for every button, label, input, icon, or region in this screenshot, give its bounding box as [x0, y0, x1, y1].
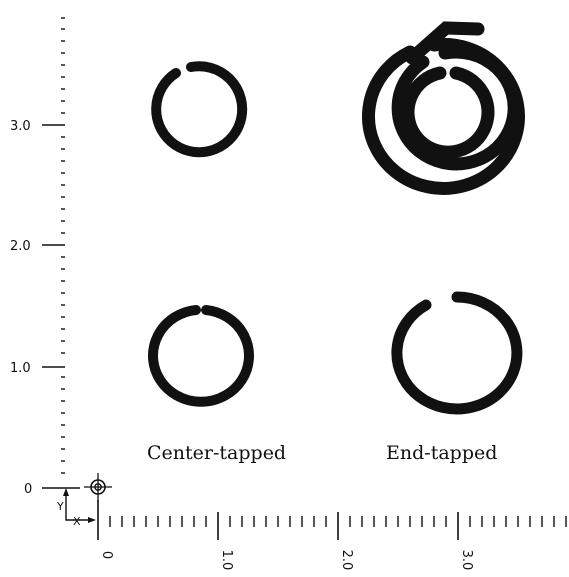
x-tick-label-1: 1.0 — [219, 550, 234, 571]
single-turn-ring-top-left — [151, 61, 248, 158]
y-tick-label-0: 0 — [24, 482, 32, 497]
end-tapped-ring — [391, 291, 523, 415]
x-axis: 0 1.0 2.0 3.0 — [97, 500, 567, 571]
y-tick-label-2: 2.0 — [10, 239, 31, 254]
center-tapped-ring — [148, 305, 254, 407]
y-axis-indicator-label: Y — [56, 500, 64, 513]
y-tick-label-3: 3.0 — [10, 119, 31, 134]
axis-direction-indicator: Y X — [56, 488, 96, 528]
caption-center-tapped: Center-tapped — [147, 442, 286, 464]
x-tick-label-0: 0 — [99, 551, 114, 559]
inductor-shapes — [148, 21, 525, 415]
x-tick-label-2: 2.0 — [339, 550, 354, 571]
spiral-middle-turn — [391, 45, 521, 171]
caption-end-tapped: End-tapped — [386, 442, 497, 464]
y-tick-label-1: 1.0 — [10, 361, 31, 376]
y-axis: 3.0 2.0 1.0 0 — [10, 17, 80, 497]
x-axis-minor-ticks — [109, 516, 567, 527]
origin-marker — [84, 473, 112, 501]
spiral-inductor — [362, 21, 525, 195]
x-axis-major-ticks — [97, 500, 459, 540]
spiral-feed-lead — [405, 21, 485, 65]
x-axis-indicator-label: X — [73, 515, 81, 528]
x-tick-label-3: 3.0 — [459, 550, 474, 571]
spiral-inner-turn — [401, 66, 495, 159]
y-axis-major-ticks — [42, 124, 80, 489]
y-axis-minor-ticks — [61, 17, 65, 474]
